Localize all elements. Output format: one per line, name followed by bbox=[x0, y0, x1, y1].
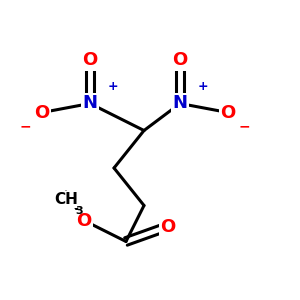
Text: O: O bbox=[34, 103, 50, 122]
Text: +: + bbox=[107, 80, 118, 94]
Text: CH: CH bbox=[54, 192, 78, 207]
Text: −: − bbox=[239, 119, 250, 133]
Text: O: O bbox=[76, 212, 92, 230]
Text: N: N bbox=[172, 94, 188, 112]
Text: +: + bbox=[197, 80, 208, 94]
Text: −: − bbox=[20, 119, 31, 133]
Text: O: O bbox=[82, 51, 98, 69]
Text: 3: 3 bbox=[76, 206, 83, 217]
Text: O: O bbox=[160, 218, 175, 236]
Text: O: O bbox=[172, 51, 188, 69]
Text: O: O bbox=[220, 103, 236, 122]
Text: N: N bbox=[82, 94, 98, 112]
